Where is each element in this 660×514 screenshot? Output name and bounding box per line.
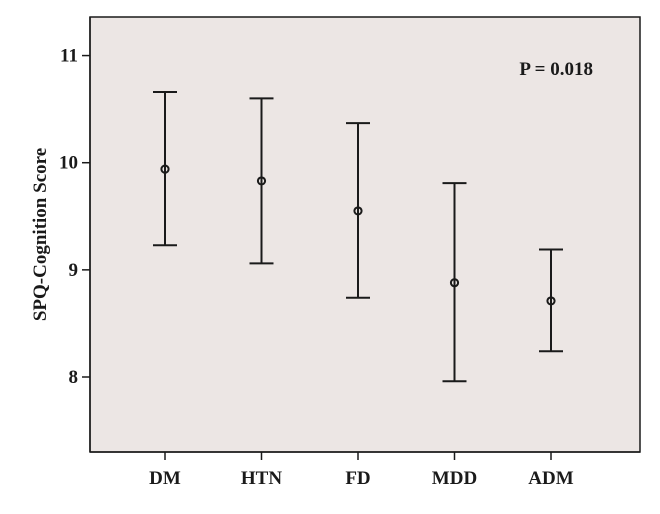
y-axis-label: SPQ-Cognition Score xyxy=(30,148,51,321)
x-tick-label: HTN xyxy=(241,468,282,489)
p-value-annotation: P = 0.018 xyxy=(519,59,593,80)
plot-area xyxy=(89,16,641,453)
y-tick-label: 9 xyxy=(69,260,79,281)
y-tick-label: 10 xyxy=(59,153,78,174)
y-tick-label: 8 xyxy=(69,367,79,388)
mean-point-mdd xyxy=(449,278,460,288)
mean-point-dm xyxy=(160,164,170,174)
error-bars xyxy=(153,91,563,383)
x-tick-label: ADM xyxy=(528,468,573,489)
x-ticks: DM HTN FD MDD ADM xyxy=(149,452,574,489)
y-tick-label: 11 xyxy=(60,46,78,67)
x-tick-label: FD xyxy=(345,468,370,489)
x-tick-label: DM xyxy=(149,468,181,489)
x-tick-label: MDD xyxy=(432,468,477,489)
mean-point-fd xyxy=(353,206,363,216)
mean-point-adm xyxy=(546,296,556,306)
mean-point-htn xyxy=(256,176,267,186)
y-ticks: 8 9 10 11 xyxy=(59,46,90,388)
